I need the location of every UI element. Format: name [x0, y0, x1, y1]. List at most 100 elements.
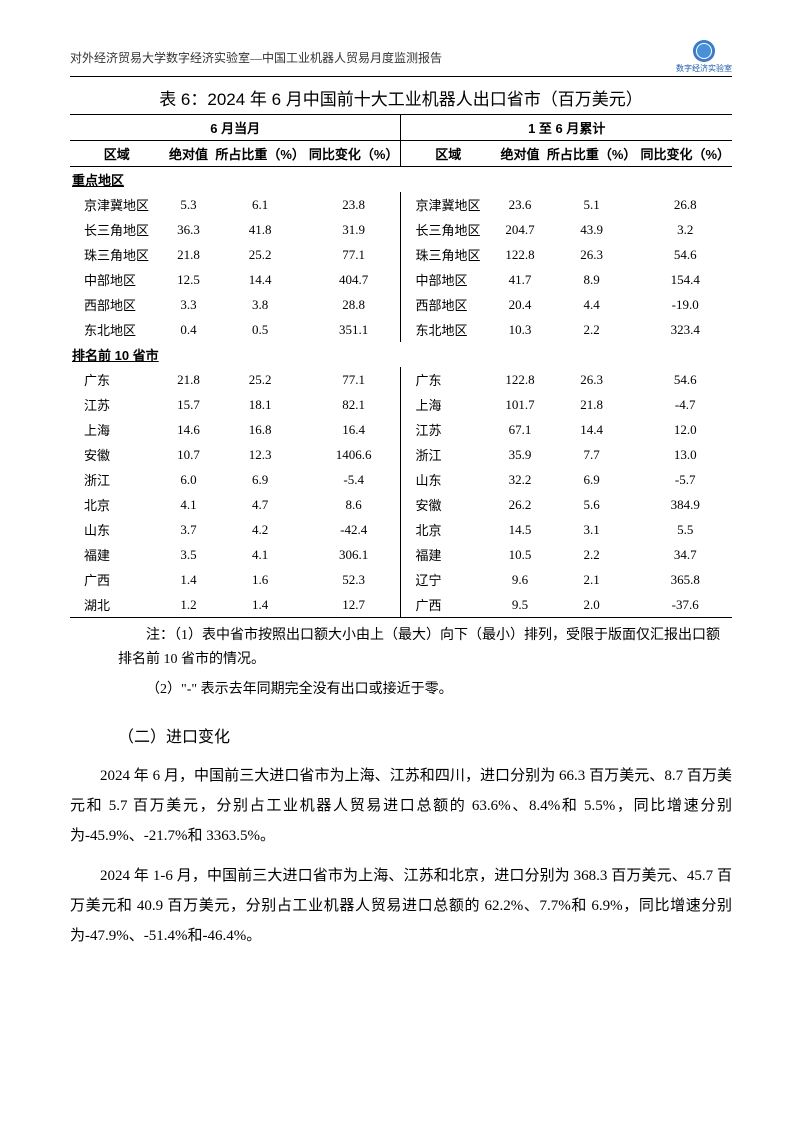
table-cell: 中部地区 — [401, 267, 495, 292]
table-cell: 1.4 — [164, 567, 214, 592]
table-cell: 8.6 — [307, 492, 401, 517]
table-cell: 广西 — [70, 567, 164, 592]
table-note-1: 注：（1）表中省市按照出口额大小由上（最大）向下（最小）排列，受限于版面仅汇报出… — [70, 624, 732, 672]
table-cell: 26.2 — [495, 492, 545, 517]
table-cell: 2.0 — [545, 592, 639, 618]
table-cell: 23.6 — [495, 192, 545, 217]
table-cell: 珠三角地区 — [70, 242, 164, 267]
col-share-r: 所占比重（%） — [545, 141, 639, 167]
table-row: 湖北1.21.412.7广西9.52.0-37.6 — [70, 592, 732, 618]
table-cell: 77.1 — [307, 367, 401, 392]
table-cell: 3.8 — [213, 292, 307, 317]
table-cell: 浙江 — [401, 442, 495, 467]
table-cell: -19.0 — [638, 292, 732, 317]
table-cell: 上海 — [401, 392, 495, 417]
table-cell: 北京 — [70, 492, 164, 517]
body-paragraph-1: 2024 年 6 月，中国前三大进口省市为上海、江苏和四川，进口分别为 66.3… — [70, 761, 732, 851]
table-cell: 安徽 — [401, 492, 495, 517]
table-cell: 上海 — [70, 417, 164, 442]
group-header-right: 1 至 6 月累计 — [401, 115, 732, 141]
table-cell: 安徽 — [70, 442, 164, 467]
table-cell: 西部地区 — [401, 292, 495, 317]
table-row: 广西1.41.652.3辽宁9.62.1365.8 — [70, 567, 732, 592]
table-cell: 12.0 — [638, 417, 732, 442]
table-cell: 珠三角地区 — [401, 242, 495, 267]
table-cell: 山东 — [70, 517, 164, 542]
table-cell: 14.6 — [164, 417, 214, 442]
table-cell: 5.6 — [545, 492, 639, 517]
table-cell: 1.6 — [213, 567, 307, 592]
table-cell: 湖北 — [70, 592, 164, 618]
table-cell: 36.3 — [164, 217, 214, 242]
table-cell: 16.4 — [307, 417, 401, 442]
table-cell: 5.1 — [545, 192, 639, 217]
table-cell: 122.8 — [495, 367, 545, 392]
table-cell: 9.5 — [495, 592, 545, 618]
table-cell: 5.3 — [164, 192, 214, 217]
table-cell: 43.9 — [545, 217, 639, 242]
table-cell: 12.7 — [307, 592, 401, 618]
table-cell: 25.2 — [213, 367, 307, 392]
table-cell: 广东 — [401, 367, 495, 392]
table-cell: 中部地区 — [70, 267, 164, 292]
lab-logo: 数字经济实验室 — [676, 40, 732, 74]
table-cell: 3.2 — [638, 217, 732, 242]
table-row: 山东3.74.2-42.4北京14.53.15.5 — [70, 517, 732, 542]
table-cell: -42.4 — [307, 517, 401, 542]
table-cell: 21.8 — [164, 242, 214, 267]
table-cell: 4.7 — [213, 492, 307, 517]
table-cell: 京津冀地区 — [70, 192, 164, 217]
group-header-left: 6 月当月 — [70, 115, 401, 141]
table-cell: 2.1 — [545, 567, 639, 592]
body-paragraph-2: 2024 年 1-6 月，中国前三大进口省市为上海、江苏和北京，进口分别为 36… — [70, 861, 732, 951]
table-cell: 0.5 — [213, 317, 307, 342]
table-cell: 384.9 — [638, 492, 732, 517]
table-cell: 41.8 — [213, 217, 307, 242]
table-cell: 14.5 — [495, 517, 545, 542]
table-cell: 52.3 — [307, 567, 401, 592]
table-section-header: 排名前 10 省市 — [70, 342, 732, 367]
table-cell: 广西 — [401, 592, 495, 618]
table-cell: 4.2 — [213, 517, 307, 542]
table-row: 安徽10.712.31406.6浙江35.97.713.0 — [70, 442, 732, 467]
table-cell: 404.7 — [307, 267, 401, 292]
table-cell: 0.4 — [164, 317, 214, 342]
table-cell: 54.6 — [638, 367, 732, 392]
table-cell: 江苏 — [70, 392, 164, 417]
col-abs-l: 绝对值 — [164, 141, 214, 167]
table-cell: 12.3 — [213, 442, 307, 467]
table-cell: 1.2 — [164, 592, 214, 618]
table-cell: 8.9 — [545, 267, 639, 292]
table-cell: 4.1 — [164, 492, 214, 517]
table-cell: 福建 — [70, 542, 164, 567]
table-cell: 10.7 — [164, 442, 214, 467]
col-region-l: 区域 — [70, 141, 164, 167]
col-yoy-l: 同比变化（%） — [307, 141, 401, 167]
table-row: 西部地区3.33.828.8西部地区20.44.4-19.0 — [70, 292, 732, 317]
table-cell: 3.1 — [545, 517, 639, 542]
table-cell: 3.3 — [164, 292, 214, 317]
page-header: 对外经济贸易大学数字经济实验室—中国工业机器人贸易月度监测报告 数字经济实验室 — [70, 40, 732, 77]
table-cell: 12.5 — [164, 267, 214, 292]
table-cell: 14.4 — [213, 267, 307, 292]
section-heading-import: （二）进口变化 — [70, 723, 732, 747]
table-row: 浙江6.06.9-5.4山东32.26.9-5.7 — [70, 467, 732, 492]
table-cell: 32.2 — [495, 467, 545, 492]
table-cell: 东北地区 — [401, 317, 495, 342]
table-cell: 101.7 — [495, 392, 545, 417]
table-row: 长三角地区36.341.831.9长三角地区204.743.93.2 — [70, 217, 732, 242]
table-cell: 福建 — [401, 542, 495, 567]
table-cell: 10.3 — [495, 317, 545, 342]
table-cell: 25.2 — [213, 242, 307, 267]
table-cell: 28.8 — [307, 292, 401, 317]
export-table: 6 月当月 1 至 6 月累计 区域 绝对值 所占比重（%） 同比变化（%） 区… — [70, 114, 732, 618]
table-cell: 北京 — [401, 517, 495, 542]
header-title: 对外经济贸易大学数字经济实验室—中国工业机器人贸易月度监测报告 — [70, 49, 442, 66]
table-cell: 2.2 — [545, 542, 639, 567]
table-title: 表 6：2024 年 6 月中国前十大工业机器人出口省市（百万美元） — [70, 85, 732, 110]
table-cell: 9.6 — [495, 567, 545, 592]
table-cell: 82.1 — [307, 392, 401, 417]
table-cell: 浙江 — [70, 467, 164, 492]
table-cell: 35.9 — [495, 442, 545, 467]
table-cell: 13.0 — [638, 442, 732, 467]
